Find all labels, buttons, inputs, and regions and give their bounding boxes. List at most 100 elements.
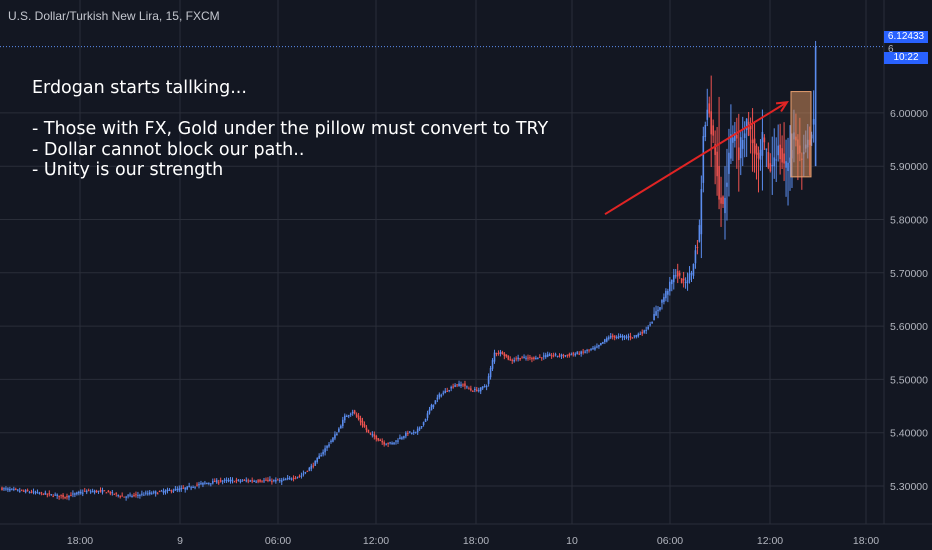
trend-arrow[interactable] — [604, 101, 788, 216]
candle — [403, 435, 405, 440]
candle — [527, 354, 529, 361]
candle — [659, 306, 661, 312]
price-tick-label: 5.90000 — [890, 161, 928, 173]
candle — [74, 492, 76, 498]
candle — [726, 148, 728, 221]
candle — [572, 351, 575, 357]
candle — [180, 485, 183, 492]
candle — [777, 124, 779, 162]
candle — [560, 353, 563, 359]
candle — [357, 412, 360, 421]
candle — [310, 463, 313, 472]
candle — [271, 478, 273, 485]
candle — [787, 137, 789, 206]
candle — [641, 329, 644, 336]
candle — [160, 489, 163, 492]
candle — [440, 393, 443, 398]
candle — [479, 387, 482, 395]
candle — [326, 445, 328, 451]
highlight-rectangle[interactable] — [790, 91, 812, 178]
candle — [78, 490, 80, 496]
candle — [588, 349, 590, 353]
candle — [647, 325, 649, 331]
candle — [698, 219, 701, 243]
price-tick-label: 6.00000 — [890, 108, 928, 120]
candle — [432, 404, 435, 409]
symbol-title[interactable]: U.S. Dollar/Turkish New Lira, 15, FXCM — [8, 9, 220, 23]
candle — [414, 431, 417, 434]
candle — [720, 176, 722, 227]
candle — [399, 434, 401, 440]
candle — [101, 487, 104, 495]
candle — [278, 478, 281, 483]
candle — [663, 293, 665, 305]
candle — [320, 452, 322, 457]
candle — [710, 75, 712, 168]
candle — [407, 430, 409, 437]
candle — [164, 489, 167, 495]
candle — [186, 486, 188, 491]
candle — [379, 438, 382, 442]
candle — [657, 306, 659, 319]
candle — [609, 333, 612, 340]
candle — [481, 386, 484, 391]
candle — [204, 480, 206, 485]
candle — [757, 146, 760, 193]
candle — [755, 143, 758, 180]
candle — [7, 487, 9, 493]
candle — [700, 175, 703, 259]
time-axis[interactable]: 18:00 9 06:00 12:00 18:00 10 06:00 12:00 18:00 — [67, 535, 879, 547]
candle — [40, 491, 43, 496]
price-tick-label: 5.80000 — [890, 215, 928, 227]
candle — [732, 125, 734, 162]
candle — [312, 462, 315, 469]
candle — [280, 477, 283, 486]
candle — [377, 438, 380, 442]
candle — [223, 478, 226, 483]
candle — [645, 326, 647, 334]
candle — [566, 354, 569, 358]
candle — [36, 489, 39, 494]
text-annotation[interactable]: Erdogan starts tallking... - Those with … — [32, 78, 548, 181]
candle — [162, 488, 165, 495]
candle — [688, 266, 691, 284]
candle — [72, 490, 74, 498]
candle — [371, 431, 374, 438]
candle — [306, 470, 309, 473]
candle — [34, 490, 37, 495]
candle — [669, 276, 671, 296]
candle — [761, 109, 764, 191]
price-tick-label: 5.70000 — [890, 268, 928, 280]
candle — [454, 383, 456, 388]
candle — [30, 489, 33, 494]
candle — [361, 417, 364, 428]
price-axis[interactable]: 6.00000 5.90000 5.80000 5.70000 5.60000 5.500… — [890, 108, 928, 493]
candle — [80, 489, 82, 495]
candle — [269, 476, 271, 482]
candle — [769, 153, 772, 173]
candle — [1, 486, 3, 491]
candle — [537, 357, 539, 360]
candle — [466, 385, 468, 389]
candle — [97, 490, 100, 494]
candle — [775, 137, 778, 183]
candle — [552, 352, 555, 358]
candle — [667, 288, 669, 303]
candle — [48, 490, 51, 497]
candle — [712, 119, 714, 143]
candle — [349, 412, 352, 417]
candle — [730, 104, 732, 165]
candle — [779, 123, 781, 175]
drawing-overlays[interactable] — [0, 46, 884, 216]
candle — [121, 492, 123, 497]
candle — [64, 496, 66, 500]
candle — [430, 403, 433, 411]
candle — [639, 331, 642, 335]
candle — [109, 491, 112, 496]
candle — [66, 493, 68, 500]
candle — [747, 111, 750, 137]
candle — [70, 492, 72, 497]
candle — [227, 477, 230, 483]
candle — [288, 476, 291, 480]
